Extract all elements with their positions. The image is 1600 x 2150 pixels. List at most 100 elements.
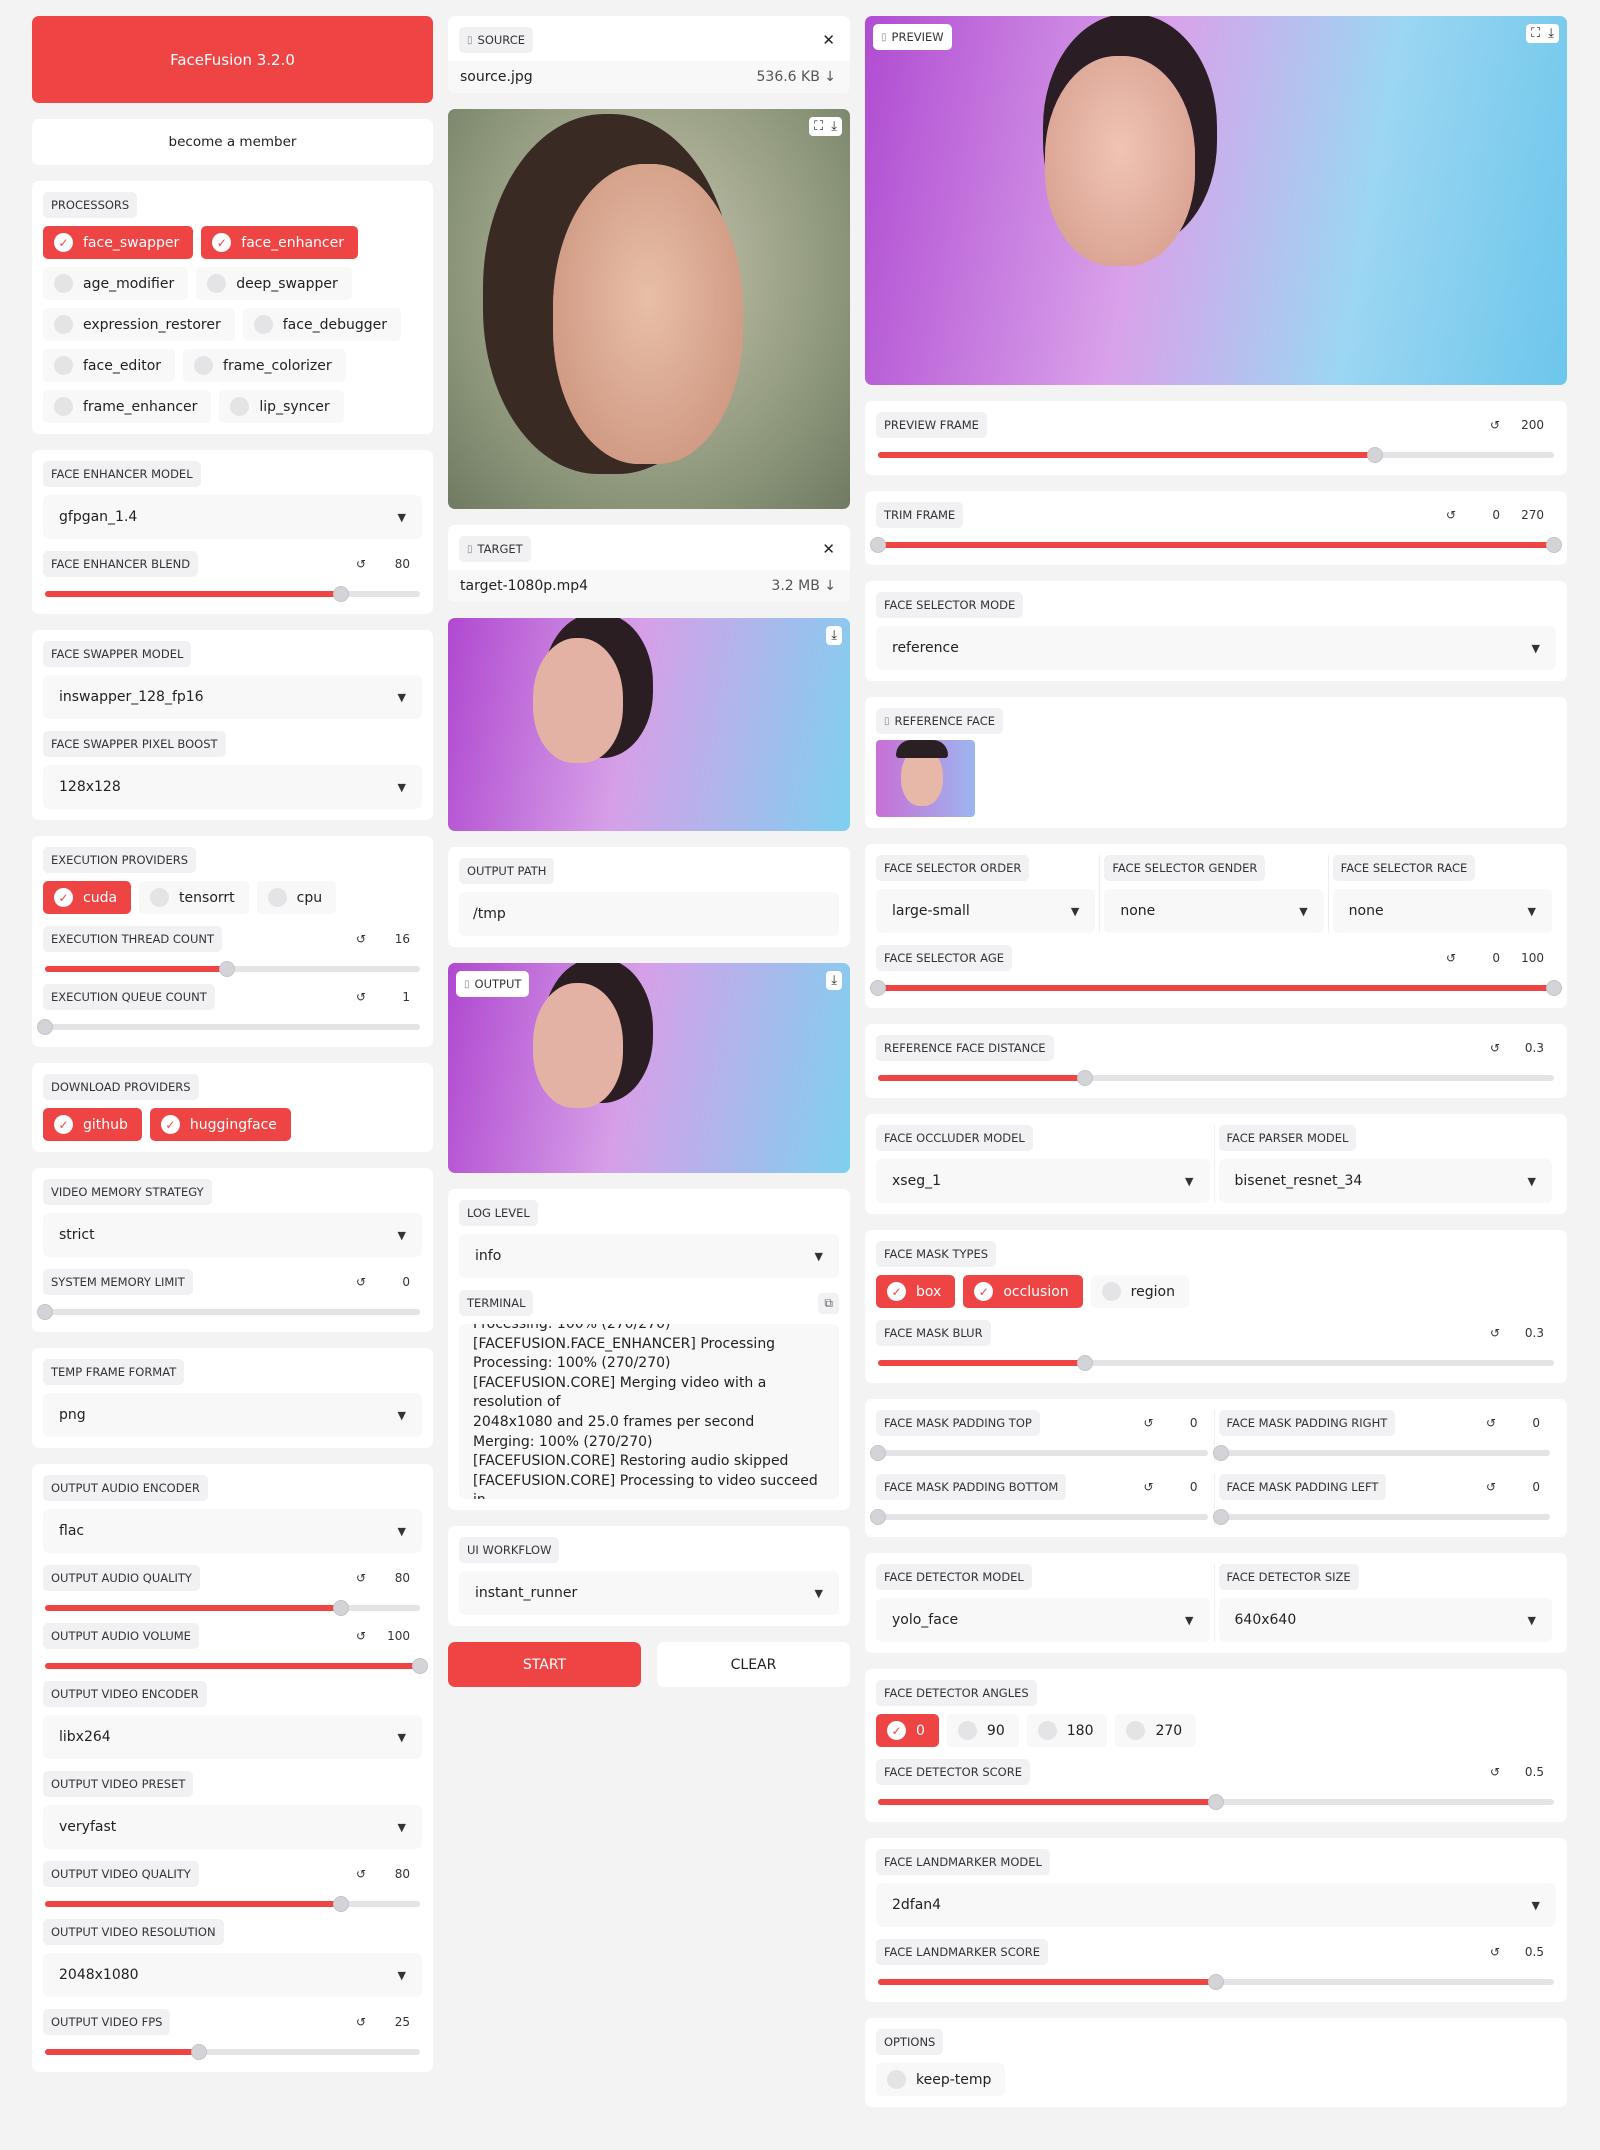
checkbox-github[interactable]: ✓ github xyxy=(43,1108,142,1141)
slider-number-input[interactable]: 1 xyxy=(402,990,410,1004)
reference-face-distance-slider[interactable] xyxy=(878,1070,1554,1086)
reset-icon[interactable]: ↺ xyxy=(1485,1480,1496,1494)
reset-icon[interactable]: ↺ xyxy=(355,1867,366,1881)
output-path-input[interactable]: /tmp xyxy=(459,892,839,936)
output-video-preset-dropdown[interactable]: veryfast ▼ xyxy=(43,1805,422,1849)
slider-handle[interactable] xyxy=(37,1304,53,1320)
range-min-input[interactable]: 0 xyxy=(1492,951,1500,965)
close-icon[interactable]: ✕ xyxy=(822,31,835,49)
checkbox-cuda[interactable]: ✓ cuda xyxy=(43,881,132,914)
slider-number-input[interactable]: 16 xyxy=(394,932,410,946)
checkbox-occlusion[interactable]: ✓ occlusion xyxy=(963,1275,1083,1308)
checkbox-box[interactable]: ✓ box xyxy=(876,1275,956,1308)
slider-number-input[interactable]: 0 xyxy=(402,1275,410,1289)
become-member-button[interactable]: become a member xyxy=(32,119,433,165)
slider-handle[interactable] xyxy=(333,1600,350,1616)
reset-icon[interactable]: ↺ xyxy=(1489,418,1500,432)
range-max-input[interactable]: 100 xyxy=(1521,951,1544,965)
reset-icon[interactable]: ↺ xyxy=(1445,951,1456,965)
slider-number-input[interactable]: 0.5 xyxy=(1524,1765,1544,1779)
output-video-resolution-dropdown[interactable]: 2048x1080 ▼ xyxy=(43,1953,422,1997)
fullscreen-icon[interactable]: ⛶ xyxy=(814,119,824,134)
checkbox-tensorrt[interactable]: tensorrt xyxy=(139,881,249,914)
face-mask-padding-right-slider[interactable] xyxy=(1212,1445,1550,1461)
face-detector-size-dropdown[interactable]: 640x640 ▼ xyxy=(1218,1598,1552,1642)
checkbox-huggingface[interactable]: ✓ huggingface xyxy=(149,1108,291,1141)
slider-handle[interactable] xyxy=(219,961,236,977)
slider-number-input[interactable]: 0 xyxy=(1189,1416,1198,1430)
slider-number-input[interactable]: 200 xyxy=(1521,418,1544,432)
slider-handle[interactable] xyxy=(412,1658,428,1674)
checkbox-lip-syncer[interactable]: lip_syncer xyxy=(219,390,344,423)
checkbox-deep-swapper[interactable]: deep_swapper xyxy=(196,267,352,300)
download-icon[interactable]: ⤓ xyxy=(831,119,837,134)
checkbox-face-editor[interactable]: face_editor xyxy=(43,349,176,382)
output-video-quality-slider[interactable] xyxy=(45,1896,420,1912)
slider-handle[interactable] xyxy=(1212,1445,1229,1461)
checkbox-face-debugger[interactable]: face_debugger xyxy=(242,308,401,341)
system-memory-limit-slider[interactable] xyxy=(37,1304,420,1320)
reset-icon[interactable]: ↺ xyxy=(1143,1480,1154,1494)
reset-icon[interactable]: ↺ xyxy=(1485,1416,1496,1430)
reference-face-thumbnail[interactable] xyxy=(876,740,975,817)
range-max-input[interactable]: 270 xyxy=(1521,508,1544,522)
ui-workflow-dropdown[interactable]: instant_runner ▼ xyxy=(459,1571,839,1615)
face-selector-order-dropdown[interactable]: large-small ▼ xyxy=(876,889,1096,933)
face-detector-model-dropdown[interactable]: yolo_face ▼ xyxy=(876,1598,1210,1642)
trim-frame-slider[interactable] xyxy=(870,537,1562,553)
output-audio-volume-slider[interactable] xyxy=(45,1658,428,1674)
start-button[interactable]: START xyxy=(448,1642,641,1687)
face-landmarker-score-slider[interactable] xyxy=(878,1974,1554,1990)
checkbox-frame-colorizer[interactable]: frame_colorizer xyxy=(183,349,346,382)
slider-number-input[interactable]: 0 xyxy=(1532,1416,1540,1430)
slider-number-input[interactable]: 80 xyxy=(394,557,410,571)
preview-frame-slider[interactable] xyxy=(878,447,1554,463)
reset-icon[interactable]: ↺ xyxy=(355,932,366,946)
slider-number-input[interactable]: 0.3 xyxy=(1524,1041,1544,1055)
face-occluder-model-dropdown[interactable]: xseg_1 ▼ xyxy=(876,1159,1210,1203)
checkbox-expression-restorer[interactable]: expression_restorer xyxy=(43,308,235,341)
reset-icon[interactable]: ↺ xyxy=(355,1571,366,1585)
face-selector-gender-dropdown[interactable]: none ▼ xyxy=(1104,889,1324,933)
slider-handle[interactable] xyxy=(870,980,886,996)
reset-icon[interactable]: ↺ xyxy=(1489,1326,1500,1340)
video-memory-strategy-dropdown[interactable]: strict ▼ xyxy=(43,1213,422,1257)
reset-icon[interactable]: ↺ xyxy=(1489,1945,1500,1959)
reset-icon[interactable]: ↺ xyxy=(1489,1765,1500,1779)
clear-button[interactable]: CLEAR xyxy=(657,1642,850,1687)
close-icon[interactable]: ✕ xyxy=(822,540,835,558)
slider-handle[interactable] xyxy=(1208,1974,1224,1990)
slider-handle[interactable] xyxy=(333,1896,350,1912)
face-enhancer-blend-slider[interactable] xyxy=(45,586,420,602)
slider-handle[interactable] xyxy=(1076,1355,1093,1371)
reset-icon[interactable]: ↺ xyxy=(355,1275,366,1289)
slider-handle[interactable] xyxy=(333,586,350,602)
slider-handle[interactable] xyxy=(1212,1509,1229,1525)
reset-icon[interactable]: ↺ xyxy=(355,557,366,571)
temp-frame-format-dropdown[interactable]: png ▼ xyxy=(43,1393,422,1437)
reset-icon[interactable]: ↺ xyxy=(355,2015,366,2029)
checkbox-270[interactable]: 270 xyxy=(1115,1714,1197,1747)
checkbox-region[interactable]: region xyxy=(1090,1275,1189,1308)
slider-handle[interactable] xyxy=(870,1509,886,1525)
execution-thread-count-slider[interactable] xyxy=(45,961,420,977)
copy-icon[interactable]: ⧉ xyxy=(818,1292,839,1314)
output-audio-quality-slider[interactable] xyxy=(45,1600,420,1616)
reset-icon[interactable]: ↺ xyxy=(355,1629,366,1643)
slider-number-input[interactable]: 0.3 xyxy=(1524,1326,1544,1340)
output-video-encoder-dropdown[interactable]: libx264 ▼ xyxy=(43,1715,422,1759)
slider-handle[interactable] xyxy=(1208,1794,1224,1810)
log-level-dropdown[interactable]: info ▼ xyxy=(459,1234,839,1278)
download-icon[interactable]: ⤓ xyxy=(831,973,837,988)
slider-number-input[interactable]: 0 xyxy=(1532,1480,1540,1494)
face-selector-mode-dropdown[interactable]: reference ▼ xyxy=(876,626,1556,670)
face-selector-race-dropdown[interactable]: none ▼ xyxy=(1332,889,1552,933)
slider-number-input[interactable]: 25 xyxy=(394,2015,410,2029)
slider-number-input[interactable]: 0 xyxy=(1189,1480,1198,1494)
slider-number-input[interactable]: 0.5 xyxy=(1524,1945,1544,1959)
checkbox-face-swapper[interactable]: ✓ face_swapper xyxy=(43,226,194,259)
slider-handle[interactable] xyxy=(1366,447,1383,463)
reset-icon[interactable]: ↺ xyxy=(355,990,366,1004)
slider-handle[interactable] xyxy=(870,537,886,553)
slider-handle[interactable] xyxy=(870,1445,886,1461)
